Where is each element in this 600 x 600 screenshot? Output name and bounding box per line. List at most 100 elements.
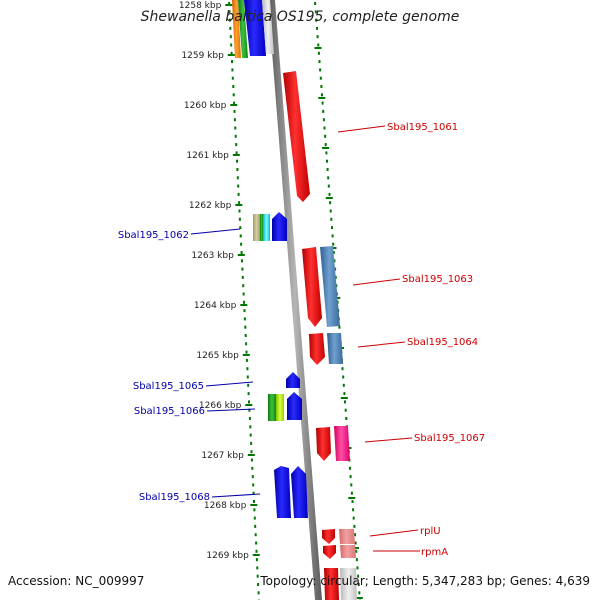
track-dot-right — [314, 10, 317, 14]
track-dot-left — [230, 51, 233, 55]
gene-feature-sbal195-1068-b — [291, 466, 308, 518]
track-dot-right — [326, 159, 328, 163]
gene-label-sbal195-1066[interactable]: Sbal195_1066 — [134, 406, 205, 417]
track-dot-left — [243, 317, 246, 321]
track-dot-left — [248, 408, 251, 412]
gene-label-rpma[interactable]: rpmA — [421, 547, 448, 558]
gene-feature-sbal195-1061 — [283, 71, 310, 202]
gene-label-sbal195-1067[interactable]: Sbal195_1067 — [414, 433, 485, 444]
track-dot-right — [333, 259, 336, 263]
track-dot-left — [242, 292, 245, 296]
track-dot-left — [231, 68, 234, 72]
track-dot-right — [322, 109, 325, 113]
gene-feature-cyan — [263, 214, 270, 241]
track-tick-right — [322, 147, 329, 149]
gene-feature-khaki — [253, 214, 260, 241]
track-dot-right — [325, 151, 328, 155]
ruler-label: 1263 kbp — [191, 251, 234, 261]
gene-label-sbal195-1061[interactable]: Sbal195_1061 — [387, 122, 458, 133]
track-dot-left — [255, 541, 258, 545]
track-dot-right — [351, 500, 354, 503]
track-dot-right — [317, 43, 320, 47]
track-dot-right — [350, 483, 353, 487]
track-tick-right — [355, 597, 363, 599]
leader-sbal195-1062 — [190, 228, 241, 235]
gene-label-sbal195-1064[interactable]: Sbal195_1064 — [407, 337, 478, 348]
ruler-label: 1262 kbp — [189, 201, 232, 211]
gene-feature-sbal195-1066 — [287, 392, 302, 420]
track-dot-right — [324, 143, 327, 147]
track-dot-right — [354, 533, 356, 537]
track-dot-right — [316, 26, 318, 30]
track-dot-left — [240, 242, 243, 246]
ruler-tick — [235, 204, 243, 206]
track-dot-left — [231, 60, 233, 64]
ruler-label: 1259 kbp — [181, 51, 224, 61]
track-dot-left — [248, 417, 251, 420]
leader-sbal195-1067 — [364, 437, 413, 443]
track-dot-left — [246, 375, 249, 379]
track-dot-left — [239, 234, 242, 238]
ruler-tick — [225, 4, 233, 6]
track-dot-left — [243, 300, 245, 304]
track-dot-right — [329, 201, 332, 205]
leader-sbal195-1063 — [352, 278, 401, 286]
gene-feature-bottom-red — [324, 568, 339, 600]
track-dot-left — [236, 168, 239, 171]
track-dot-right — [349, 466, 351, 470]
gene-label-sbal195-1062[interactable]: Sbal195_1062 — [118, 230, 189, 241]
track-dot-left — [245, 342, 248, 346]
track-dot-right — [358, 591, 361, 595]
gene-feature-sbal195-1064-a — [309, 333, 325, 365]
track-dot-left — [252, 483, 255, 487]
track-dot-left — [248, 400, 250, 404]
track-dot-right — [327, 176, 330, 180]
track-dot-left — [229, 35, 232, 39]
ruler-label: 1266 kbp — [199, 401, 242, 411]
track-dot-left — [235, 143, 238, 147]
leader-sbal195-1061 — [337, 125, 386, 133]
gene-label-sbal195-1065[interactable]: Sbal195_1065 — [133, 381, 204, 392]
track-dot-left — [238, 209, 241, 213]
gene-feature-sbal195-1067-a — [316, 427, 331, 461]
gene-feature-sbal195-1062 — [272, 212, 287, 241]
track-dot-left — [255, 558, 258, 562]
gene-feature-pale — [262, 0, 274, 54]
gene-feature-sbal195-1064-b — [327, 333, 343, 364]
track-dot-right — [342, 375, 345, 379]
track-dot-right — [350, 491, 353, 495]
track-dot-left — [256, 566, 259, 570]
track-dot-left — [232, 85, 235, 88]
track-tick-right — [352, 547, 359, 549]
track-dot-left — [251, 466, 254, 470]
track-dot-right — [357, 583, 360, 586]
gene-feature-orange — [232, 0, 241, 58]
ruler-tick — [230, 104, 238, 106]
track-dot-right — [341, 367, 344, 371]
track-dot-left — [238, 201, 241, 205]
track-dot-left — [250, 450, 253, 454]
gene-label-rplu[interactable]: rplU — [420, 526, 441, 537]
track-dot-right — [329, 209, 332, 213]
track-tick-right — [340, 397, 348, 399]
track-dot-left — [257, 583, 260, 586]
gene-feature-green — [238, 0, 248, 58]
track-dot-left — [237, 192, 240, 196]
ruler-tick — [232, 154, 240, 156]
track-dot-left — [249, 425, 252, 429]
track-dot-left — [238, 217, 241, 221]
track-dot-left — [247, 392, 250, 396]
gene-feature-sbal195-1067-b — [334, 426, 350, 461]
gene-label-sbal195-1063[interactable]: Sbal195_1063 — [402, 274, 473, 285]
track-dot-left — [257, 591, 260, 595]
leader-sbal195-1065 — [205, 381, 254, 387]
track-dot-left — [231, 76, 234, 80]
gene-feature-green-1066 — [268, 394, 276, 421]
gene-label-sbal195-1068[interactable]: Sbal195_1068 — [139, 492, 210, 503]
track-dot-right — [331, 234, 334, 238]
ruler-label: 1261 kbp — [186, 151, 229, 161]
track-tick-right — [314, 47, 322, 49]
track-dot-left — [235, 151, 238, 155]
genome-backbone — [268, 0, 322, 600]
